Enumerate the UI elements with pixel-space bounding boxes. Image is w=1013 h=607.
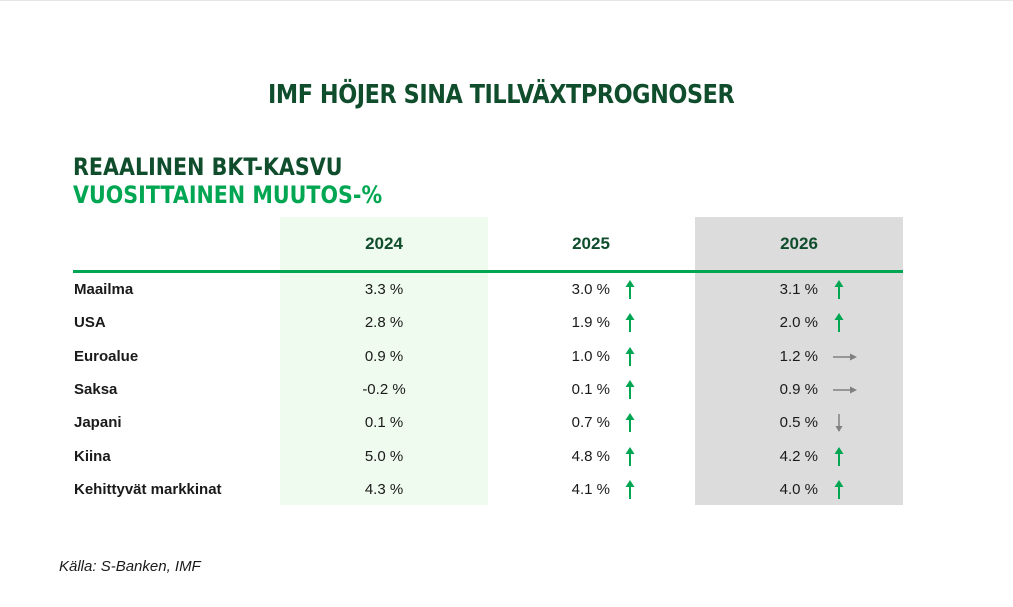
- value-2026: 3.1 %: [779, 281, 818, 298]
- table-row: USA 2.8 % 1.9 % 2.0 %: [0, 306, 1013, 339]
- trend-2025-icon: [623, 279, 637, 301]
- value-2024: 3.3 %: [364, 281, 404, 298]
- table-row: Kiina 5.0 % 4.8 % 4.2 %: [0, 440, 1013, 473]
- arrow-right-icon: [833, 353, 857, 361]
- trend-2025-icon: [623, 379, 637, 401]
- arrow-up-icon: [625, 346, 635, 366]
- trend-2025-icon: [623, 479, 637, 501]
- arrow-up-icon: [625, 413, 635, 433]
- column-highlight-2024: [280, 217, 488, 505]
- top-divider: [0, 0, 1013, 1]
- table-row: Kehittyvät markkinat 4.3 % 4.1 % 4.0 %: [0, 473, 1013, 506]
- chart-subtitle-main: REAALINEN BKT-KASVU: [73, 153, 343, 181]
- trend-2025-icon: [623, 312, 637, 334]
- arrow-up-icon: [834, 446, 844, 466]
- arrow-up-icon: [625, 379, 635, 399]
- arrow-up-icon: [625, 313, 635, 333]
- arrow-up-icon: [834, 479, 844, 499]
- arrow-up-icon: [625, 446, 635, 466]
- arrow-down-icon: [835, 414, 843, 433]
- column-header-2024: 2024: [365, 234, 403, 253]
- value-2025: 4.8 %: [571, 447, 610, 465]
- value-2024: -0.2 %: [362, 380, 406, 398]
- trend-2026-icon: [832, 379, 858, 401]
- row-label: Maailma: [74, 281, 134, 298]
- chart-subtitle-unit: VUOSITTAINEN MUUTOS-%: [73, 181, 383, 209]
- trend-2025-icon: [623, 446, 637, 468]
- arrow-up-icon: [625, 479, 635, 499]
- row-label: Kiina: [74, 447, 111, 465]
- value-2024: 4.3 %: [364, 480, 404, 498]
- value-2025: 0.7 %: [571, 414, 610, 432]
- chart-title: IMF HÖJER SINA TILLVÄXTPROGNOSER: [268, 80, 735, 110]
- trend-2026-icon: [832, 446, 846, 468]
- column-highlight-2026: [695, 217, 903, 505]
- arrow-right-icon: [833, 386, 857, 394]
- table-row: Maailma 3.3 % 3.0 % 3.1 %: [0, 273, 1013, 306]
- arrow-up-icon: [834, 280, 844, 299]
- value-2024: 2.8 %: [364, 314, 404, 332]
- trend-2026-icon: [832, 412, 846, 434]
- value-2026: 2.0 %: [779, 314, 818, 332]
- column-header-2025: 2025: [572, 234, 610, 253]
- value-2025: 4.1 %: [571, 480, 610, 498]
- value-2024: 5.0 %: [364, 447, 404, 465]
- value-2025: 1.0 %: [571, 347, 610, 365]
- table-row: Japani 0.1 % 0.7 % 0.5 %: [0, 406, 1013, 439]
- trend-2025-icon: [623, 412, 637, 434]
- row-label: Kehittyvät markkinat: [74, 480, 222, 498]
- value-2024: 0.9 %: [364, 347, 404, 365]
- value-2026: 4.2 %: [779, 447, 818, 465]
- table-row: Saksa -0.2 % 0.1 % 0.9 %: [0, 373, 1013, 406]
- value-2025: 1.9 %: [571, 314, 610, 332]
- trend-2026-icon: [832, 346, 858, 368]
- table-row: Euroalue 0.9 % 1.0 % 1.2 %: [0, 340, 1013, 373]
- row-label: Saksa: [74, 380, 118, 398]
- value-2024: 0.1 %: [364, 414, 404, 432]
- trend-2025-icon: [623, 346, 637, 368]
- value-2025: 0.1 %: [571, 380, 610, 398]
- column-header-2026: 2026: [780, 234, 818, 253]
- source-note: Källa: S-Banken, IMF: [59, 558, 201, 575]
- value-2026: 4.0 %: [779, 480, 818, 498]
- row-label: USA: [74, 314, 106, 332]
- trend-2026-icon: [832, 479, 846, 501]
- value-2026: 1.2 %: [779, 347, 818, 365]
- value-2025: 3.0 %: [571, 281, 610, 298]
- arrow-up-icon: [625, 280, 635, 299]
- row-label: Japani: [74, 414, 122, 432]
- arrow-up-icon: [834, 313, 844, 333]
- value-2026: 0.5 %: [779, 414, 818, 432]
- header-rule: [73, 270, 903, 273]
- value-2026: 0.9 %: [779, 380, 818, 398]
- trend-2026-icon: [832, 312, 846, 334]
- trend-2026-icon: [832, 279, 846, 301]
- row-label: Euroalue: [74, 347, 139, 365]
